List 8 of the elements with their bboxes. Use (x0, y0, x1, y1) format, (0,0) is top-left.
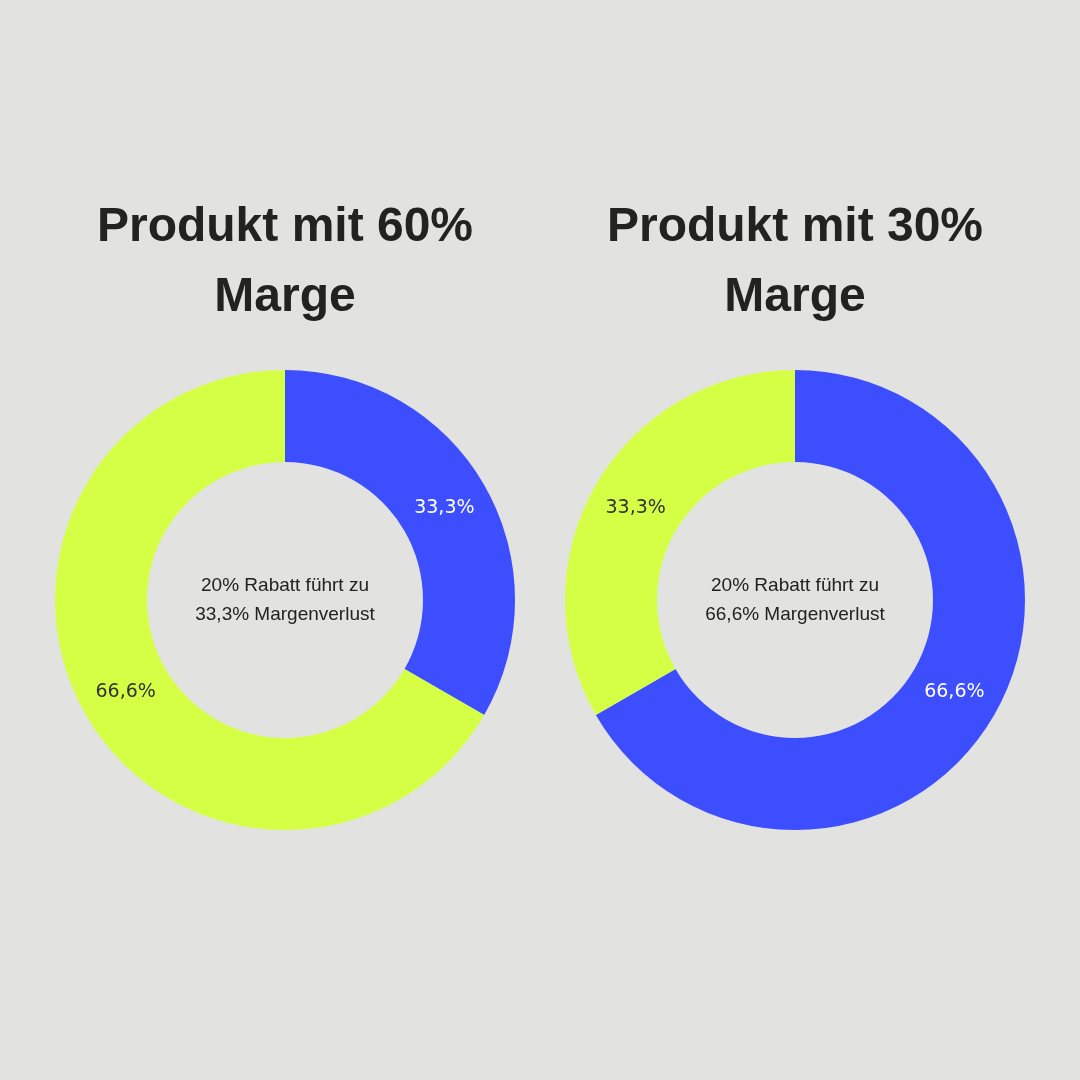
data-label: 33,3% (605, 494, 666, 517)
text: 20% Rabatt führt zu 66,6% Margenverlust (704, 573, 886, 626)
chart-title: Produkt mit 60% Marge (95, 197, 475, 323)
data-label: 66,6% (95, 678, 156, 701)
data-label: 33,3% (414, 494, 475, 517)
chart-title: Produkt mit 30% Marge (605, 197, 985, 323)
text: 20% Rabatt führt zu 33,3% Margenverlust (194, 573, 376, 626)
data-label: 66,6% (924, 678, 985, 701)
